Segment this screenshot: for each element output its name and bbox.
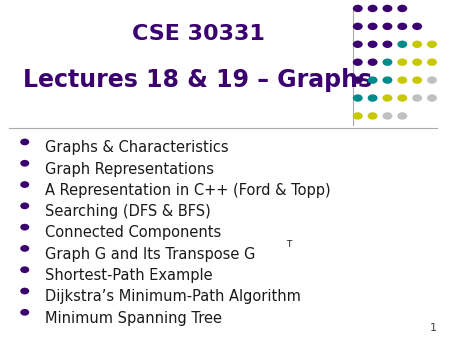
Text: Connected Components: Connected Components xyxy=(45,225,221,240)
Circle shape xyxy=(368,23,378,30)
Circle shape xyxy=(368,58,378,66)
Text: T: T xyxy=(286,240,291,249)
Circle shape xyxy=(427,41,437,48)
Circle shape xyxy=(20,202,29,209)
Text: A Representation in C++ (Ford & Topp): A Representation in C++ (Ford & Topp) xyxy=(45,183,331,198)
Circle shape xyxy=(382,41,392,48)
Circle shape xyxy=(397,112,407,120)
Text: Lectures 18 & 19 – Graphs: Lectures 18 & 19 – Graphs xyxy=(23,68,373,92)
Circle shape xyxy=(397,5,407,12)
Circle shape xyxy=(382,58,392,66)
Text: 1: 1 xyxy=(429,323,436,333)
Circle shape xyxy=(20,224,29,231)
Text: Graphs & Characteristics: Graphs & Characteristics xyxy=(45,140,229,155)
Circle shape xyxy=(412,58,422,66)
Circle shape xyxy=(368,94,378,102)
Circle shape xyxy=(368,76,378,84)
Text: Shortest-Path Example: Shortest-Path Example xyxy=(45,268,212,283)
Circle shape xyxy=(382,5,392,12)
Circle shape xyxy=(20,245,29,252)
Circle shape xyxy=(20,288,29,294)
Circle shape xyxy=(397,94,407,102)
Text: CSE 30331: CSE 30331 xyxy=(131,24,265,44)
Circle shape xyxy=(397,58,407,66)
Circle shape xyxy=(20,309,29,316)
Text: Graph Representations: Graph Representations xyxy=(45,162,214,176)
Circle shape xyxy=(427,58,437,66)
Circle shape xyxy=(382,94,392,102)
Text: Graph G and Its Transpose G: Graph G and Its Transpose G xyxy=(45,247,256,262)
Circle shape xyxy=(382,76,392,84)
Circle shape xyxy=(20,139,29,145)
Circle shape xyxy=(353,58,363,66)
Text: Dijkstra’s Minimum-Path Algorithm: Dijkstra’s Minimum-Path Algorithm xyxy=(45,289,301,304)
Circle shape xyxy=(20,266,29,273)
Circle shape xyxy=(368,112,378,120)
Circle shape xyxy=(412,23,422,30)
Circle shape xyxy=(353,23,363,30)
Circle shape xyxy=(397,23,407,30)
Circle shape xyxy=(427,94,437,102)
Circle shape xyxy=(412,94,422,102)
Circle shape xyxy=(397,76,407,84)
Circle shape xyxy=(353,76,363,84)
Circle shape xyxy=(397,41,407,48)
Circle shape xyxy=(353,5,363,12)
Circle shape xyxy=(368,5,378,12)
Circle shape xyxy=(353,112,363,120)
Circle shape xyxy=(368,41,378,48)
Circle shape xyxy=(353,94,363,102)
Circle shape xyxy=(382,23,392,30)
Circle shape xyxy=(412,76,422,84)
Circle shape xyxy=(427,76,437,84)
Circle shape xyxy=(20,181,29,188)
Circle shape xyxy=(412,41,422,48)
Circle shape xyxy=(20,160,29,167)
Text: Searching (DFS & BFS): Searching (DFS & BFS) xyxy=(45,204,211,219)
Circle shape xyxy=(382,112,392,120)
Circle shape xyxy=(353,41,363,48)
Text: Minimum Spanning Tree: Minimum Spanning Tree xyxy=(45,311,222,325)
